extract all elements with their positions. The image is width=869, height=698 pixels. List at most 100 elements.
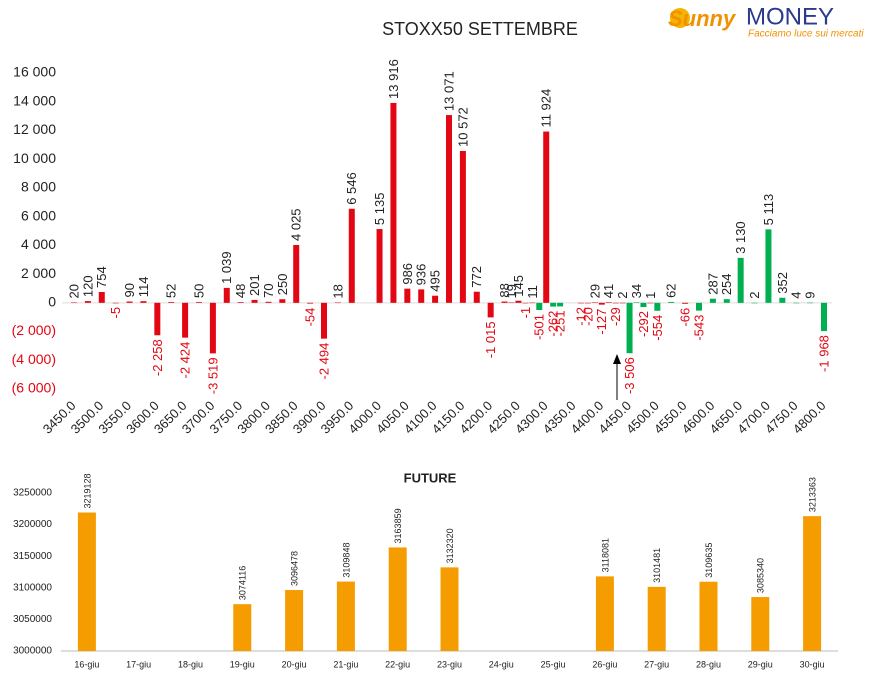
bar bbox=[71, 302, 77, 304]
bar bbox=[737, 257, 744, 303]
value-label: 50 bbox=[191, 284, 206, 298]
value-label: -1 968 bbox=[816, 335, 831, 372]
value-label: 90 bbox=[122, 283, 137, 297]
x-tick-label: 16-giu bbox=[74, 659, 99, 669]
value-label: 986 bbox=[400, 263, 415, 285]
value-label: 3109635 bbox=[704, 543, 714, 578]
bar bbox=[293, 245, 300, 303]
value-label: 3109848 bbox=[341, 543, 351, 578]
bar bbox=[168, 302, 175, 303]
x-tick-label: 17-giu bbox=[126, 659, 151, 669]
value-label: 3074116 bbox=[238, 566, 248, 600]
value-label: 18 bbox=[330, 284, 345, 298]
bar bbox=[154, 302, 161, 336]
y-tick-label: 2 000 bbox=[21, 265, 56, 281]
value-label: -29 bbox=[608, 307, 623, 326]
value-label: 3132320 bbox=[445, 528, 455, 563]
bar bbox=[473, 291, 480, 303]
value-label: -1 bbox=[518, 307, 533, 319]
bar bbox=[487, 302, 494, 318]
value-label: 5 135 bbox=[372, 193, 387, 226]
x-tick-label: 28-giu bbox=[696, 659, 721, 669]
value-label: 3101481 bbox=[652, 548, 662, 583]
value-label: -292 bbox=[636, 311, 651, 337]
y-tick-label: 3250000 bbox=[13, 488, 52, 499]
value-label: -3 506 bbox=[622, 357, 637, 394]
bar bbox=[126, 301, 133, 303]
bar bbox=[440, 567, 459, 651]
bar bbox=[209, 302, 216, 354]
chart-title: STOXX50 SETTEMBRE bbox=[382, 19, 578, 39]
value-label: 29 bbox=[587, 284, 602, 298]
value-label: 6 546 bbox=[344, 172, 359, 205]
value-label: -2 424 bbox=[178, 342, 193, 379]
y-tick-label: (2 000) bbox=[12, 322, 56, 338]
bar bbox=[723, 299, 730, 303]
logo-name: MONEY bbox=[746, 3, 834, 30]
value-label: 201 bbox=[247, 274, 262, 296]
value-label: 48 bbox=[233, 284, 248, 298]
x-tick-label: 18-giu bbox=[178, 659, 203, 669]
y-tick-label: 0 bbox=[48, 294, 56, 310]
bar bbox=[647, 302, 654, 304]
value-label: 10 572 bbox=[455, 107, 470, 147]
bar bbox=[334, 302, 341, 304]
bar bbox=[432, 295, 439, 303]
x-tick-label: 22-giu bbox=[385, 659, 410, 669]
bar bbox=[196, 302, 202, 303]
value-label: -2 258 bbox=[150, 339, 165, 376]
bar bbox=[515, 300, 522, 303]
bar bbox=[285, 590, 304, 651]
bar bbox=[612, 302, 619, 304]
y-tick-label: 8 000 bbox=[21, 179, 56, 195]
value-label: -2 494 bbox=[316, 343, 331, 380]
value-label: 19 bbox=[504, 284, 519, 298]
value-label: 3096478 bbox=[289, 551, 299, 586]
x-tick-label: 24-giu bbox=[489, 659, 514, 669]
bar bbox=[633, 302, 640, 303]
value-label: -3 519 bbox=[205, 357, 220, 394]
bar bbox=[550, 302, 557, 307]
bar bbox=[807, 302, 814, 304]
value-label: 287 bbox=[705, 273, 720, 295]
value-label: 41 bbox=[601, 284, 616, 298]
bar bbox=[307, 302, 314, 304]
bar bbox=[459, 150, 466, 303]
bar bbox=[84, 301, 91, 303]
value-label: -1 015 bbox=[483, 321, 498, 358]
value-label: 4 025 bbox=[289, 208, 304, 241]
value-label: -554 bbox=[650, 315, 665, 341]
bar bbox=[279, 299, 286, 303]
bar bbox=[598, 302, 605, 305]
y-tick-label: 3150000 bbox=[13, 551, 52, 562]
y-tick-label: 12 000 bbox=[13, 121, 56, 137]
bar bbox=[640, 302, 647, 308]
y-tick-label: (6 000) bbox=[12, 380, 56, 396]
y-tick-label: 3100000 bbox=[13, 582, 52, 593]
value-label: 2 bbox=[615, 292, 630, 299]
bar bbox=[543, 131, 550, 303]
bar bbox=[793, 302, 800, 304]
value-label: -12 bbox=[573, 307, 588, 326]
value-label: 936 bbox=[414, 264, 429, 286]
bar bbox=[390, 102, 397, 303]
x-tick-label: 21-giu bbox=[333, 659, 358, 669]
bar bbox=[557, 302, 564, 307]
bar bbox=[699, 581, 718, 651]
value-label: -127 bbox=[594, 309, 609, 335]
value-label: 250 bbox=[275, 274, 290, 296]
bar bbox=[388, 547, 407, 651]
y-tick-label: (4 000) bbox=[12, 351, 56, 367]
value-label: 2 bbox=[747, 292, 762, 299]
bar bbox=[237, 302, 244, 303]
bar bbox=[376, 229, 383, 303]
value-label: 20 bbox=[66, 284, 81, 298]
bar bbox=[682, 302, 689, 304]
bar bbox=[336, 581, 355, 651]
bar bbox=[595, 576, 614, 651]
annotation-arrow bbox=[613, 354, 621, 400]
value-label: -66 bbox=[678, 308, 693, 327]
y-tick-label: 16 000 bbox=[13, 64, 56, 80]
x-tick-label: 19-giu bbox=[230, 659, 255, 669]
value-label: 3085340 bbox=[756, 558, 766, 593]
